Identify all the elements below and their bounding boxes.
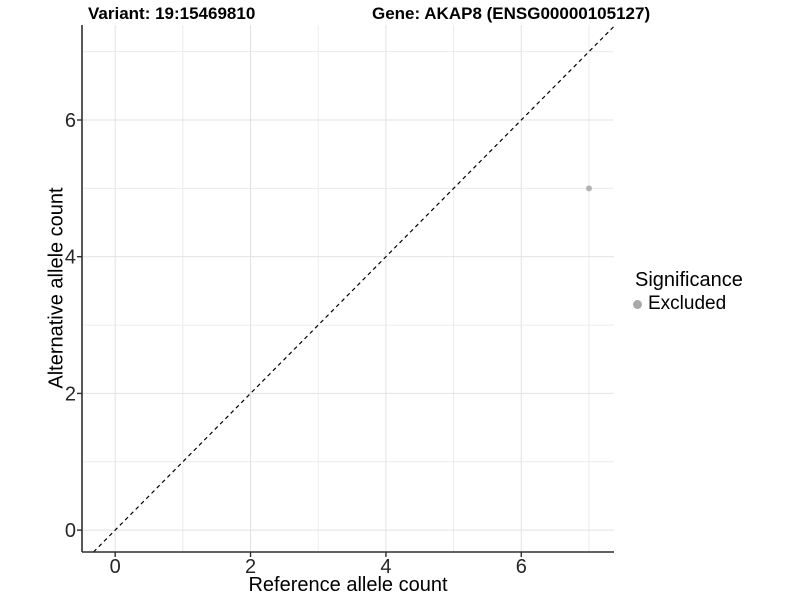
legend-key-dot-icon <box>633 299 642 309</box>
legend-item-excluded: Excluded <box>630 293 743 315</box>
identity-dashed-line <box>93 25 615 553</box>
x-tick-label: 4 <box>380 556 391 578</box>
y-axis-title: Alternative allele count <box>45 187 68 389</box>
x-tick-label: 2 <box>245 556 256 578</box>
legend-title: Significance <box>635 269 743 291</box>
y-tick-label: 0 <box>65 520 76 542</box>
legend-item-label: Excluded <box>648 293 727 314</box>
variant-title: Variant: 19:15469810 <box>88 4 256 23</box>
x-axis-title: Reference allele count <box>248 574 448 596</box>
data-point <box>585 185 592 192</box>
y-tick-label: 2 <box>65 383 76 405</box>
legend: Significance Excluded <box>630 269 743 315</box>
y-tick-label: 6 <box>65 110 76 132</box>
y-tick-label: 4 <box>65 247 76 269</box>
x-tick-label: 0 <box>110 556 121 578</box>
x-tick-label: 6 <box>516 556 527 578</box>
gene-title: Gene: AKAP8 (ENSG00000105127) <box>372 4 651 23</box>
